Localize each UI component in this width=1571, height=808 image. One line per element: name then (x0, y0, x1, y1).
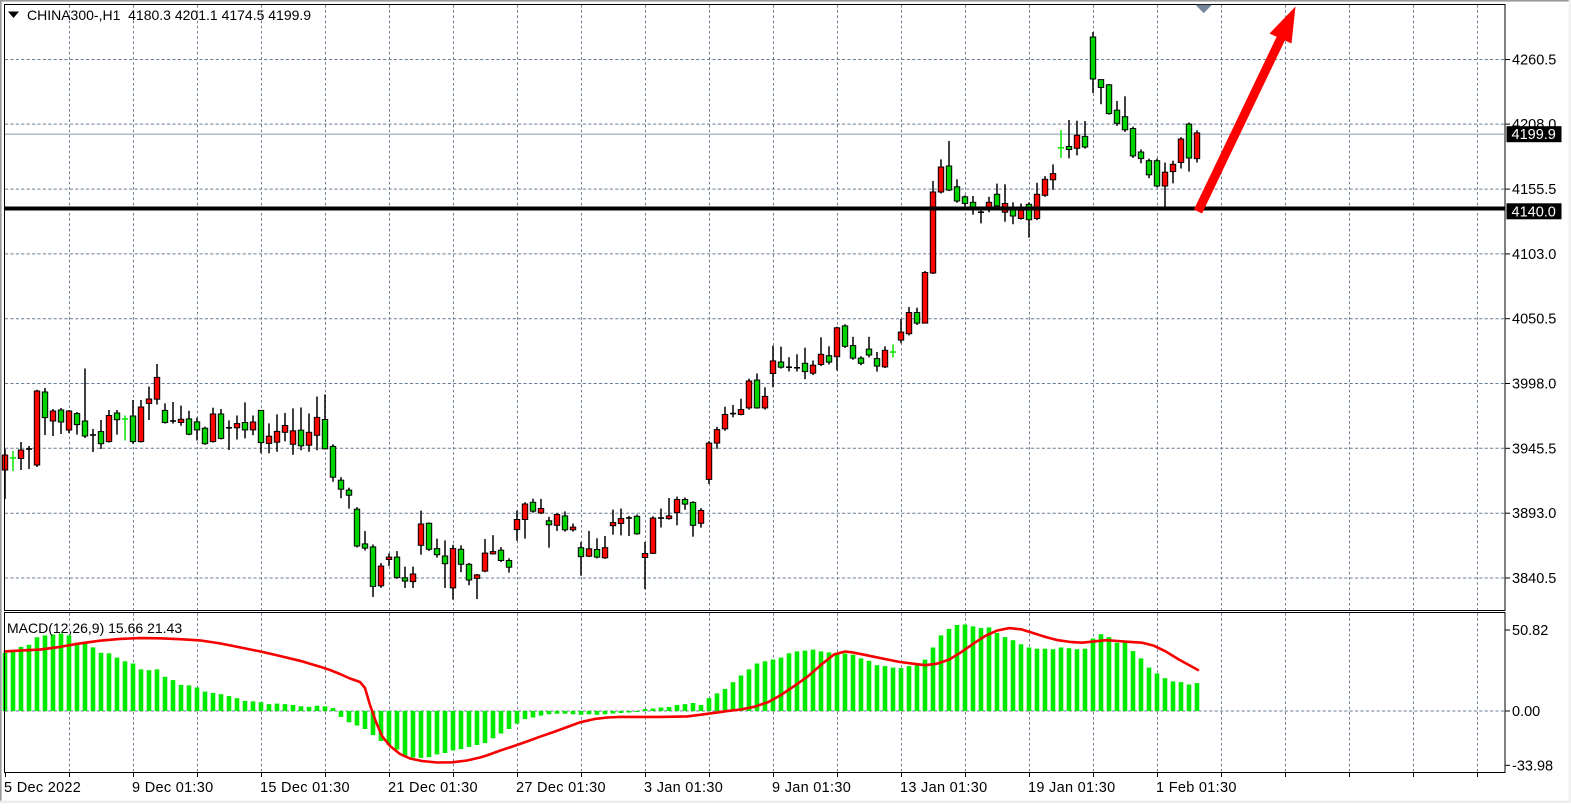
svg-text:3893.0: 3893.0 (1512, 506, 1556, 522)
svg-text:50.82: 50.82 (1512, 623, 1548, 639)
svg-text:27 Dec 01:30: 27 Dec 01:30 (516, 780, 606, 796)
svg-text:4050.5: 4050.5 (1512, 312, 1556, 328)
svg-text:-33.98: -33.98 (1512, 758, 1553, 774)
svg-text:CHINA300-,H1 4180.3 4201.1 41: CHINA300-,H1 4180.3 4201.1 4174.5 4199.9 (27, 7, 311, 23)
svg-text:4140.0: 4140.0 (1512, 204, 1556, 220)
svg-text:5 Dec 2022: 5 Dec 2022 (4, 780, 81, 796)
svg-text:4260.5: 4260.5 (1512, 53, 1556, 69)
svg-text:13 Jan 01:30: 13 Jan 01:30 (900, 780, 987, 796)
svg-text:4199.9: 4199.9 (1512, 127, 1556, 143)
svg-text:MACD(12,26,9) 15.66 21.43: MACD(12,26,9) 15.66 21.43 (7, 620, 182, 636)
svg-text:19 Jan 01:30: 19 Jan 01:30 (1028, 780, 1115, 796)
svg-text:1 Feb 01:30: 1 Feb 01:30 (1156, 780, 1237, 796)
svg-text:3945.5: 3945.5 (1512, 441, 1556, 457)
svg-text:3 Jan 01:30: 3 Jan 01:30 (644, 780, 723, 796)
svg-text:9 Jan 01:30: 9 Jan 01:30 (772, 780, 851, 796)
svg-text:9 Dec 01:30: 9 Dec 01:30 (132, 780, 214, 796)
svg-text:3840.5: 3840.5 (1512, 571, 1556, 587)
svg-text:0.00: 0.00 (1512, 704, 1540, 720)
svg-text:3998.0: 3998.0 (1512, 377, 1556, 393)
svg-text:21 Dec 01:30: 21 Dec 01:30 (388, 780, 478, 796)
svg-text:4155.5: 4155.5 (1512, 182, 1556, 198)
svg-text:4103.0: 4103.0 (1512, 247, 1556, 263)
svg-text:15 Dec 01:30: 15 Dec 01:30 (260, 780, 350, 796)
